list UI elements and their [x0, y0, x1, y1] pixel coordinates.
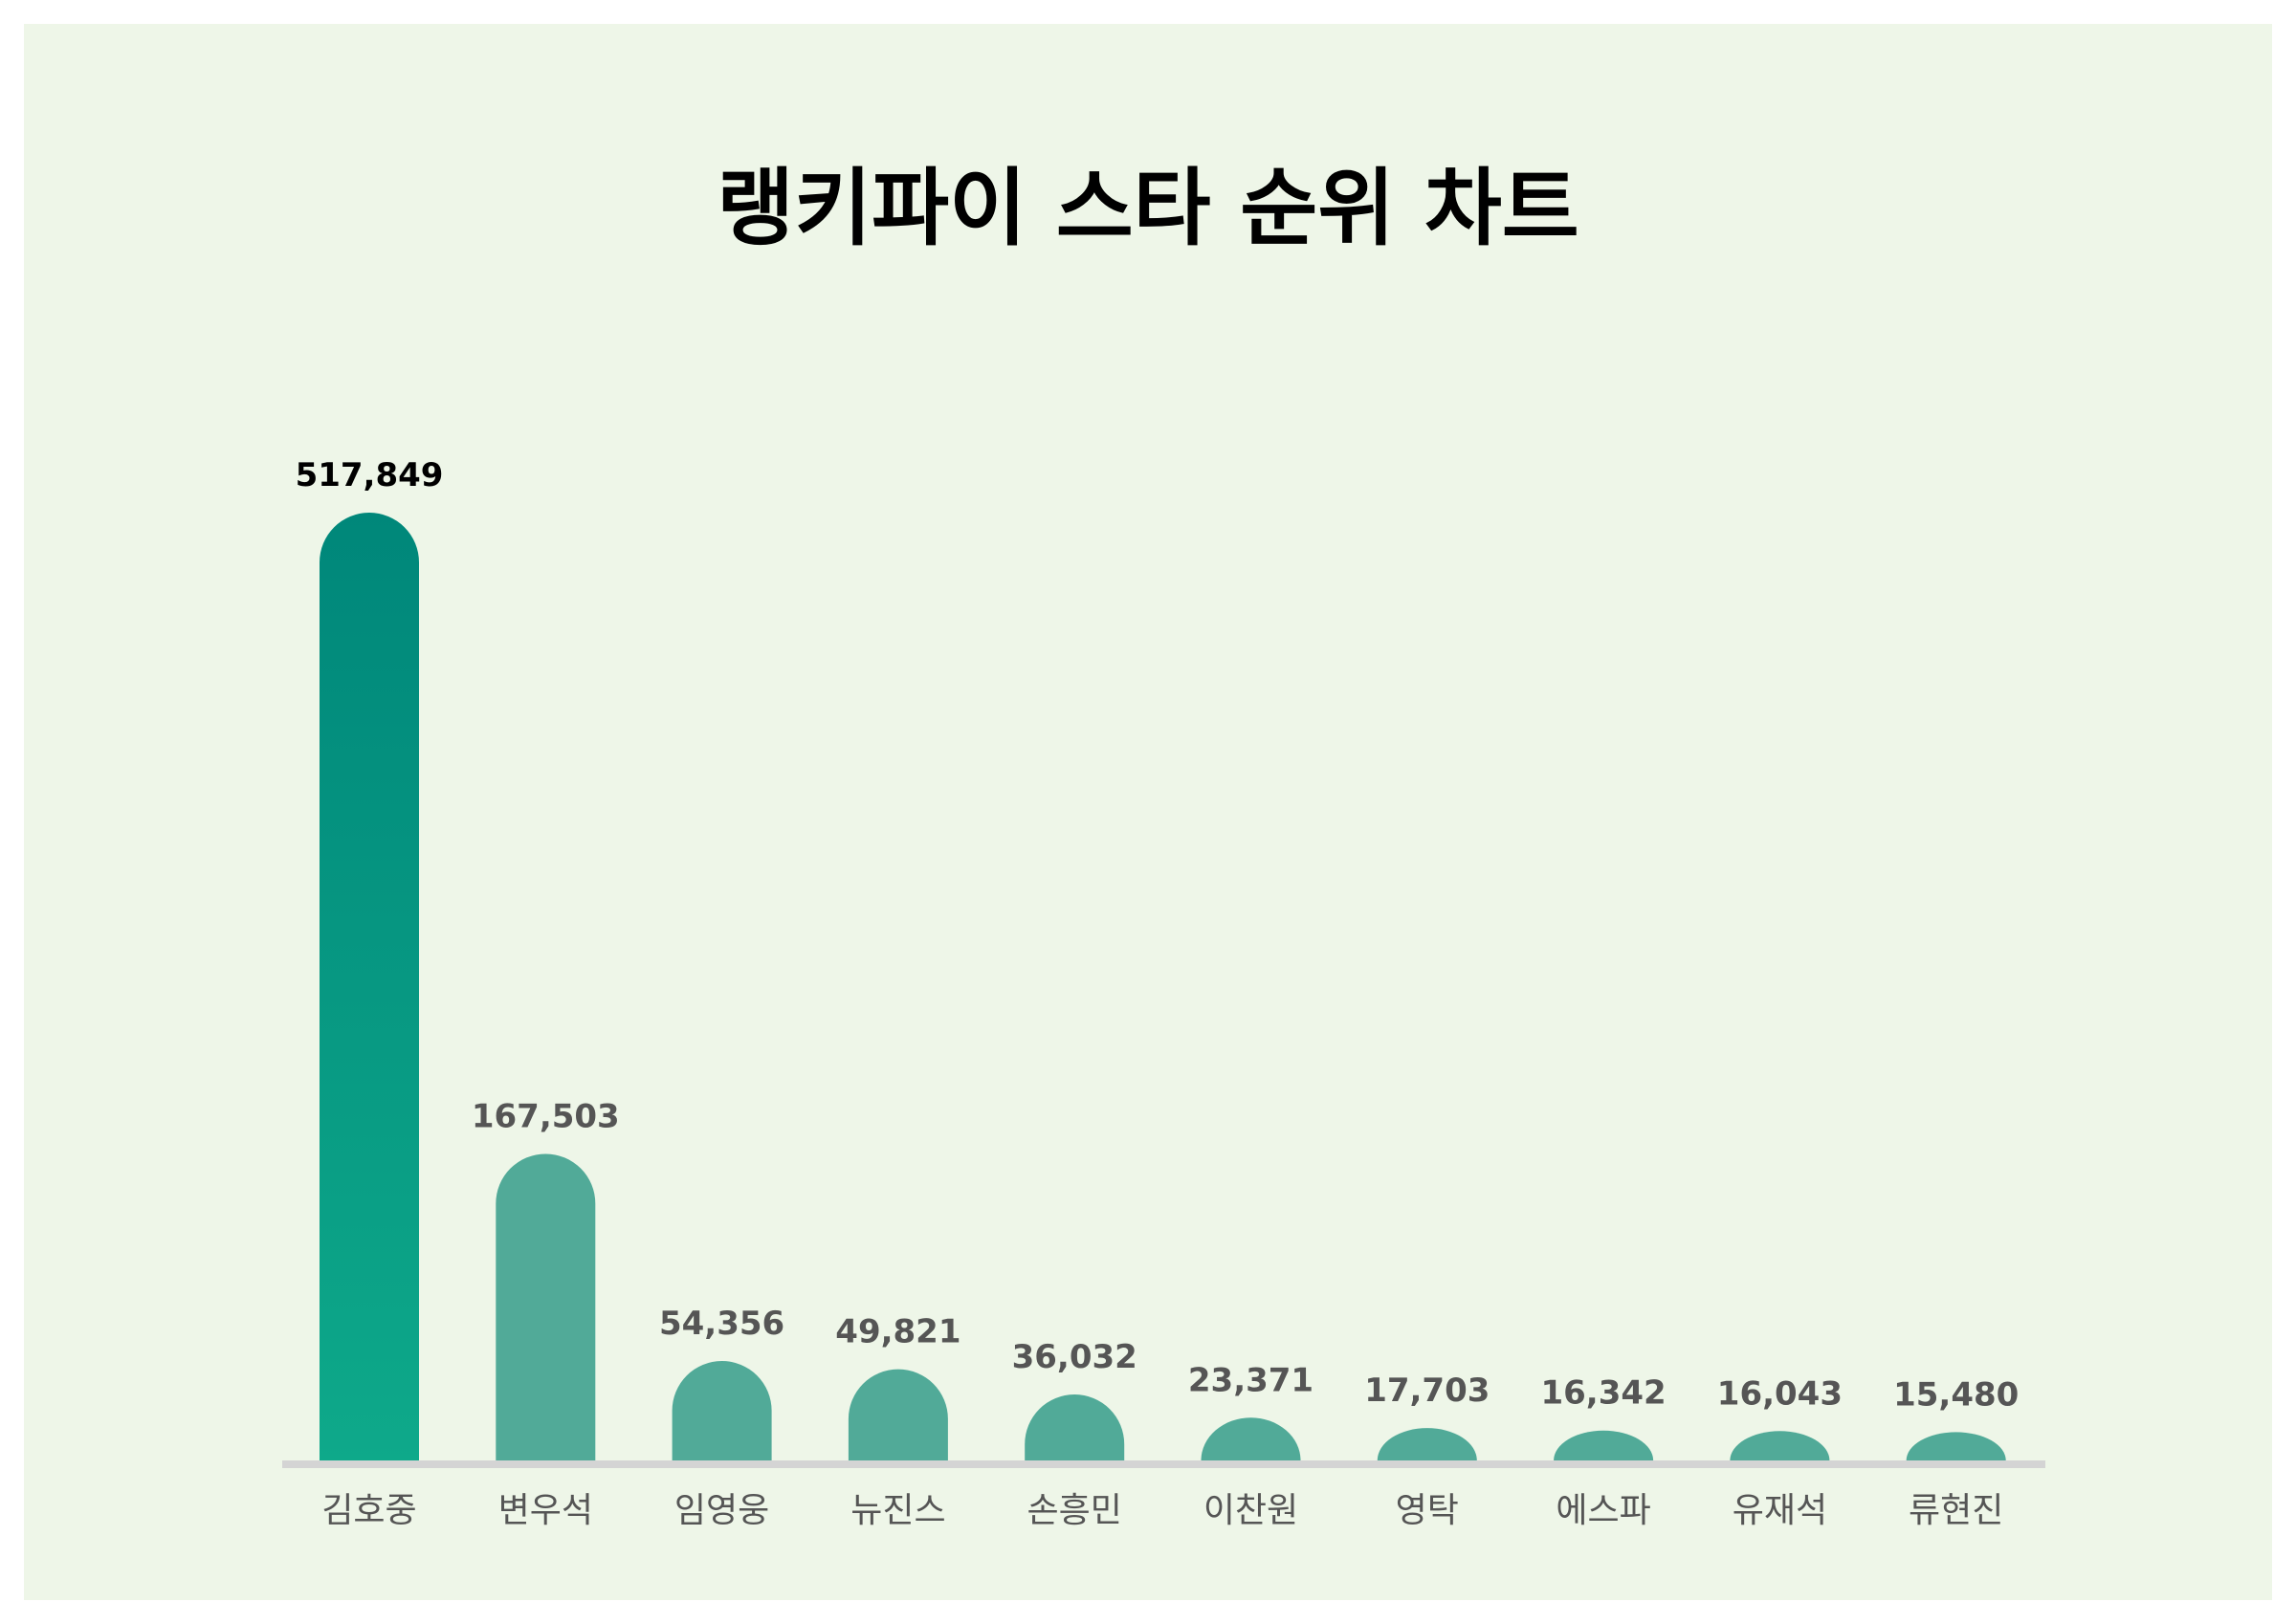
- labels-layer: 517,849 김호중 167,503 변우석 54,356 임영웅 49,821 뉴진스 36…: [296, 456, 2020, 1530]
- bar-6: [1201, 1417, 1301, 1462]
- category-label-4: 뉴진스: [850, 1491, 945, 1530]
- value-label-3: 54,356: [659, 1305, 784, 1343]
- category-label-6: 이찬원: [1203, 1491, 1298, 1530]
- bar-4: [848, 1369, 948, 1462]
- bar-9: [1730, 1431, 1830, 1462]
- bars-layer: [320, 513, 2006, 1462]
- value-label-7: 17,703: [1364, 1372, 1490, 1410]
- bar-8: [1554, 1430, 1654, 1462]
- value-label-8: 16,342: [1540, 1374, 1666, 1413]
- value-label-9: 16,043: [1717, 1374, 1843, 1413]
- value-label-10: 15,480: [1893, 1375, 2019, 1414]
- value-label-1: 517,849: [296, 456, 444, 494]
- category-label-9: 유재석: [1733, 1491, 1827, 1530]
- category-label-8: 에스파: [1556, 1491, 1650, 1530]
- category-label-2: 변우석: [498, 1491, 593, 1530]
- value-label-5: 36,032: [1012, 1338, 1137, 1376]
- bar-5: [1025, 1394, 1125, 1462]
- bar-10: [1906, 1432, 2006, 1462]
- bar-3: [672, 1360, 772, 1462]
- chart-title: 랭키파이 스타 순위 차트: [717, 159, 1579, 257]
- category-label-7: 영탁: [1396, 1491, 1459, 1530]
- x-axis-baseline: [282, 1460, 2045, 1468]
- chart-panel: 랭키파이 스타 순위 차트 517,849 김호중 167,503 변우석 54,356…: [24, 24, 2272, 1600]
- value-label-4: 49,821: [835, 1313, 960, 1351]
- bar-1: [320, 513, 419, 1462]
- bar-7: [1377, 1428, 1477, 1462]
- bar-2: [496, 1153, 596, 1462]
- category-label-5: 손흥민: [1027, 1491, 1122, 1530]
- value-label-2: 167,503: [472, 1097, 620, 1135]
- bar-chart: 517,849 김호중 167,503 변우석 54,356 임영웅 49,821 뉴진스 36…: [282, 456, 2045, 1530]
- category-label-10: 류현진: [1909, 1491, 2003, 1530]
- value-label-6: 23,371: [1188, 1361, 1314, 1399]
- category-label-3: 임영웅: [674, 1491, 769, 1530]
- category-label-1: 김호중: [321, 1491, 416, 1530]
